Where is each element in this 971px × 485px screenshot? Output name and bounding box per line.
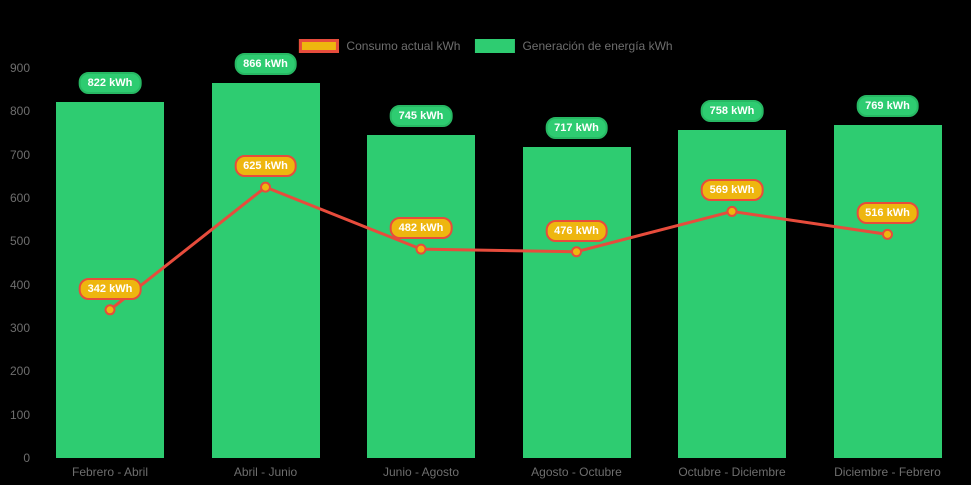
generation-value-badge: 745 kWh — [389, 105, 453, 128]
y-axis-tick-label: 100 — [9, 407, 30, 422]
consumption-value-badge: 342 kWh — [78, 277, 142, 300]
generation-bar[interactable] — [211, 82, 320, 458]
legend-label-generacion: Generación de energía kWh — [522, 39, 673, 53]
consumption-value-badge: 482 kWh — [389, 217, 453, 240]
y-axis-tick-label: 400 — [9, 277, 30, 292]
legend-label-consumo: Consumo actual kWh — [346, 39, 461, 53]
generation-value-badge: 866 kWh — [234, 52, 297, 75]
consumption-point[interactable] — [571, 246, 582, 258]
y-axis-tick-label: 300 — [9, 321, 30, 335]
consumption-point[interactable] — [260, 181, 271, 193]
y-axis-tick-label: 900 — [9, 61, 30, 75]
generation-value-badge: 822 kWh — [78, 71, 142, 94]
generation-value-badge: 758 kWh — [700, 99, 764, 122]
y-axis-tick-label: 800 — [9, 104, 30, 119]
legend-item-generacion[interactable]: Generación de energía kWh — [474, 39, 673, 53]
y-axis-tick-label: 700 — [9, 147, 30, 162]
x-axis-category-label: Junio - Agosto — [382, 465, 460, 479]
generation-bar[interactable] — [367, 135, 475, 458]
consumption-point[interactable] — [104, 304, 116, 316]
x-axis-category-label: Abril - Junio — [233, 465, 298, 479]
consumo-swatch-icon — [298, 39, 339, 53]
chart-legend: Consumo actual kWh Generación de energía… — [298, 39, 673, 53]
y-axis-tick-label: 600 — [9, 191, 30, 205]
y-axis-tick-label: 500 — [9, 234, 30, 249]
consumption-point[interactable] — [415, 243, 427, 255]
generation-value-badge: 769 kWh — [856, 94, 919, 117]
generation-bar[interactable] — [522, 147, 631, 458]
x-axis-category-label: Octubre - Diciembre — [678, 465, 786, 479]
consumption-value-badge: 625 kWh — [234, 155, 297, 178]
generacion-swatch-icon — [474, 39, 515, 53]
consumption-point[interactable] — [726, 205, 738, 217]
generation-value-badge: 717 kWh — [545, 117, 608, 140]
consumption-value-badge: 516 kWh — [856, 202, 919, 225]
generation-bar[interactable] — [833, 124, 942, 458]
x-axis-category-label: Agosto - Octubre — [531, 465, 622, 479]
y-axis-tick-label: 0 — [23, 451, 30, 465]
consumption-value-badge: 569 kWh — [700, 179, 764, 202]
consumption-point[interactable] — [882, 228, 893, 240]
x-axis-category-label: Febrero - Abril — [71, 465, 149, 479]
y-axis-tick-label: 200 — [9, 364, 30, 379]
x-axis-category-label: Diciembre - Febrero — [834, 465, 941, 479]
consumption-value-badge: 476 kWh — [545, 219, 608, 242]
legend-item-consumo[interactable]: Consumo actual kWh — [298, 39, 460, 53]
